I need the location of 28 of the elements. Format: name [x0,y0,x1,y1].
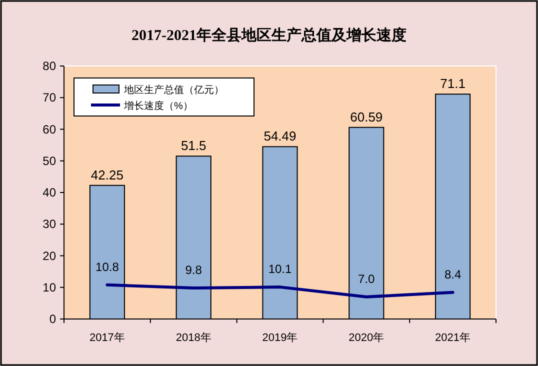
y-tick-label: 60 [42,122,56,136]
y-tick-label: 10 [42,280,56,294]
y-tick-label: 80 [42,59,56,73]
y-tick-label: 70 [42,90,56,105]
y-tick-label: 30 [42,217,56,232]
data-label: 10.1 [268,262,292,276]
data-label: 7.0 [358,272,376,286]
legend-label: 增长速度（%） [123,100,193,112]
y-tick-label: 20 [42,248,56,263]
x-tick-label: 2018年 [176,332,212,344]
chart-title: 2017-2021年全县地区生产总值及增长速度 [132,26,406,44]
data-label: 42.25 [90,167,124,182]
x-tick-label: 2017年 [89,332,125,344]
data-label: 51.5 [180,138,206,154]
data-label: 60.59 [350,109,383,124]
data-label: 54.49 [264,128,296,144]
x-tick-label: 2021年 [435,332,471,344]
legend-label: 地区生产总值（亿元） [123,84,224,96]
data-label: 8.4 [444,267,462,282]
data-label: 9.8 [185,263,202,278]
data-label: 71.1 [440,76,466,92]
y-tick-label: 50 [42,154,56,168]
data-label: 10.8 [96,260,120,274]
y-tick-label: 40 [42,186,56,200]
line-series [106,283,454,298]
x-tick-label: 2020年 [348,332,384,344]
x-tick-label: 2019年 [262,332,298,344]
y-tick-label: 0 [49,312,56,326]
